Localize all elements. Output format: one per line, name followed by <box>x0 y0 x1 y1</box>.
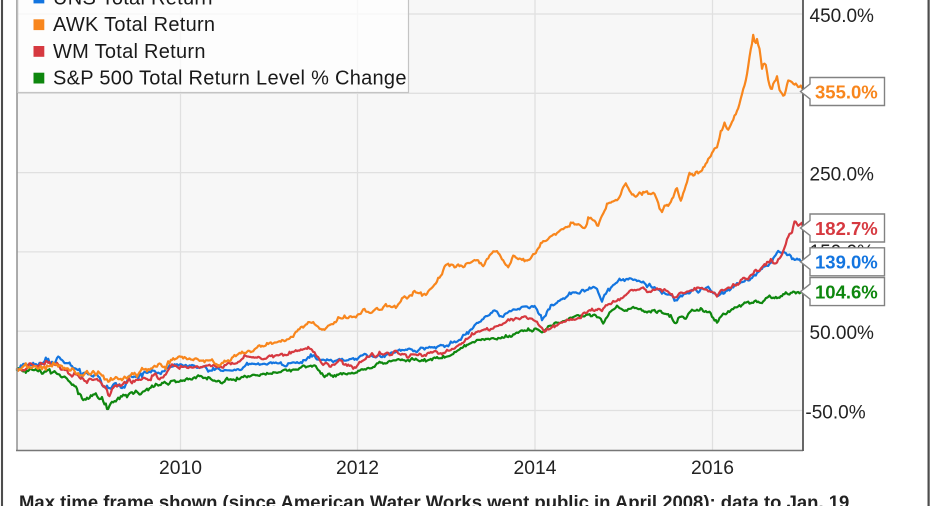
svg-text:-50.0%: -50.0% <box>805 402 865 423</box>
svg-text:2014: 2014 <box>514 458 557 479</box>
svg-text:2010: 2010 <box>159 458 202 479</box>
svg-text:WM Total Return: WM Total Return <box>53 41 206 63</box>
svg-text:250.0%: 250.0% <box>810 164 875 185</box>
svg-text:139.0%: 139.0% <box>815 252 878 273</box>
svg-text:AWK Total Return: AWK Total Return <box>53 14 215 36</box>
svg-text:Max time frame shown (since Am: Max time frame shown (since American Wat… <box>19 492 849 506</box>
svg-text:450.0%: 450.0% <box>810 6 875 27</box>
svg-text:UNS Total Return: UNS Total Return <box>53 0 213 10</box>
svg-text:2012: 2012 <box>336 458 379 479</box>
svg-text:2016: 2016 <box>691 458 734 479</box>
svg-text:104.6%: 104.6% <box>815 281 878 302</box>
svg-text:182.7%: 182.7% <box>815 218 878 239</box>
svg-text:50.00%: 50.00% <box>810 323 875 344</box>
svg-text:S&P 500 Total Return Level % C: S&P 500 Total Return Level % Change <box>53 68 407 90</box>
svg-text:355.0%: 355.0% <box>815 81 878 102</box>
